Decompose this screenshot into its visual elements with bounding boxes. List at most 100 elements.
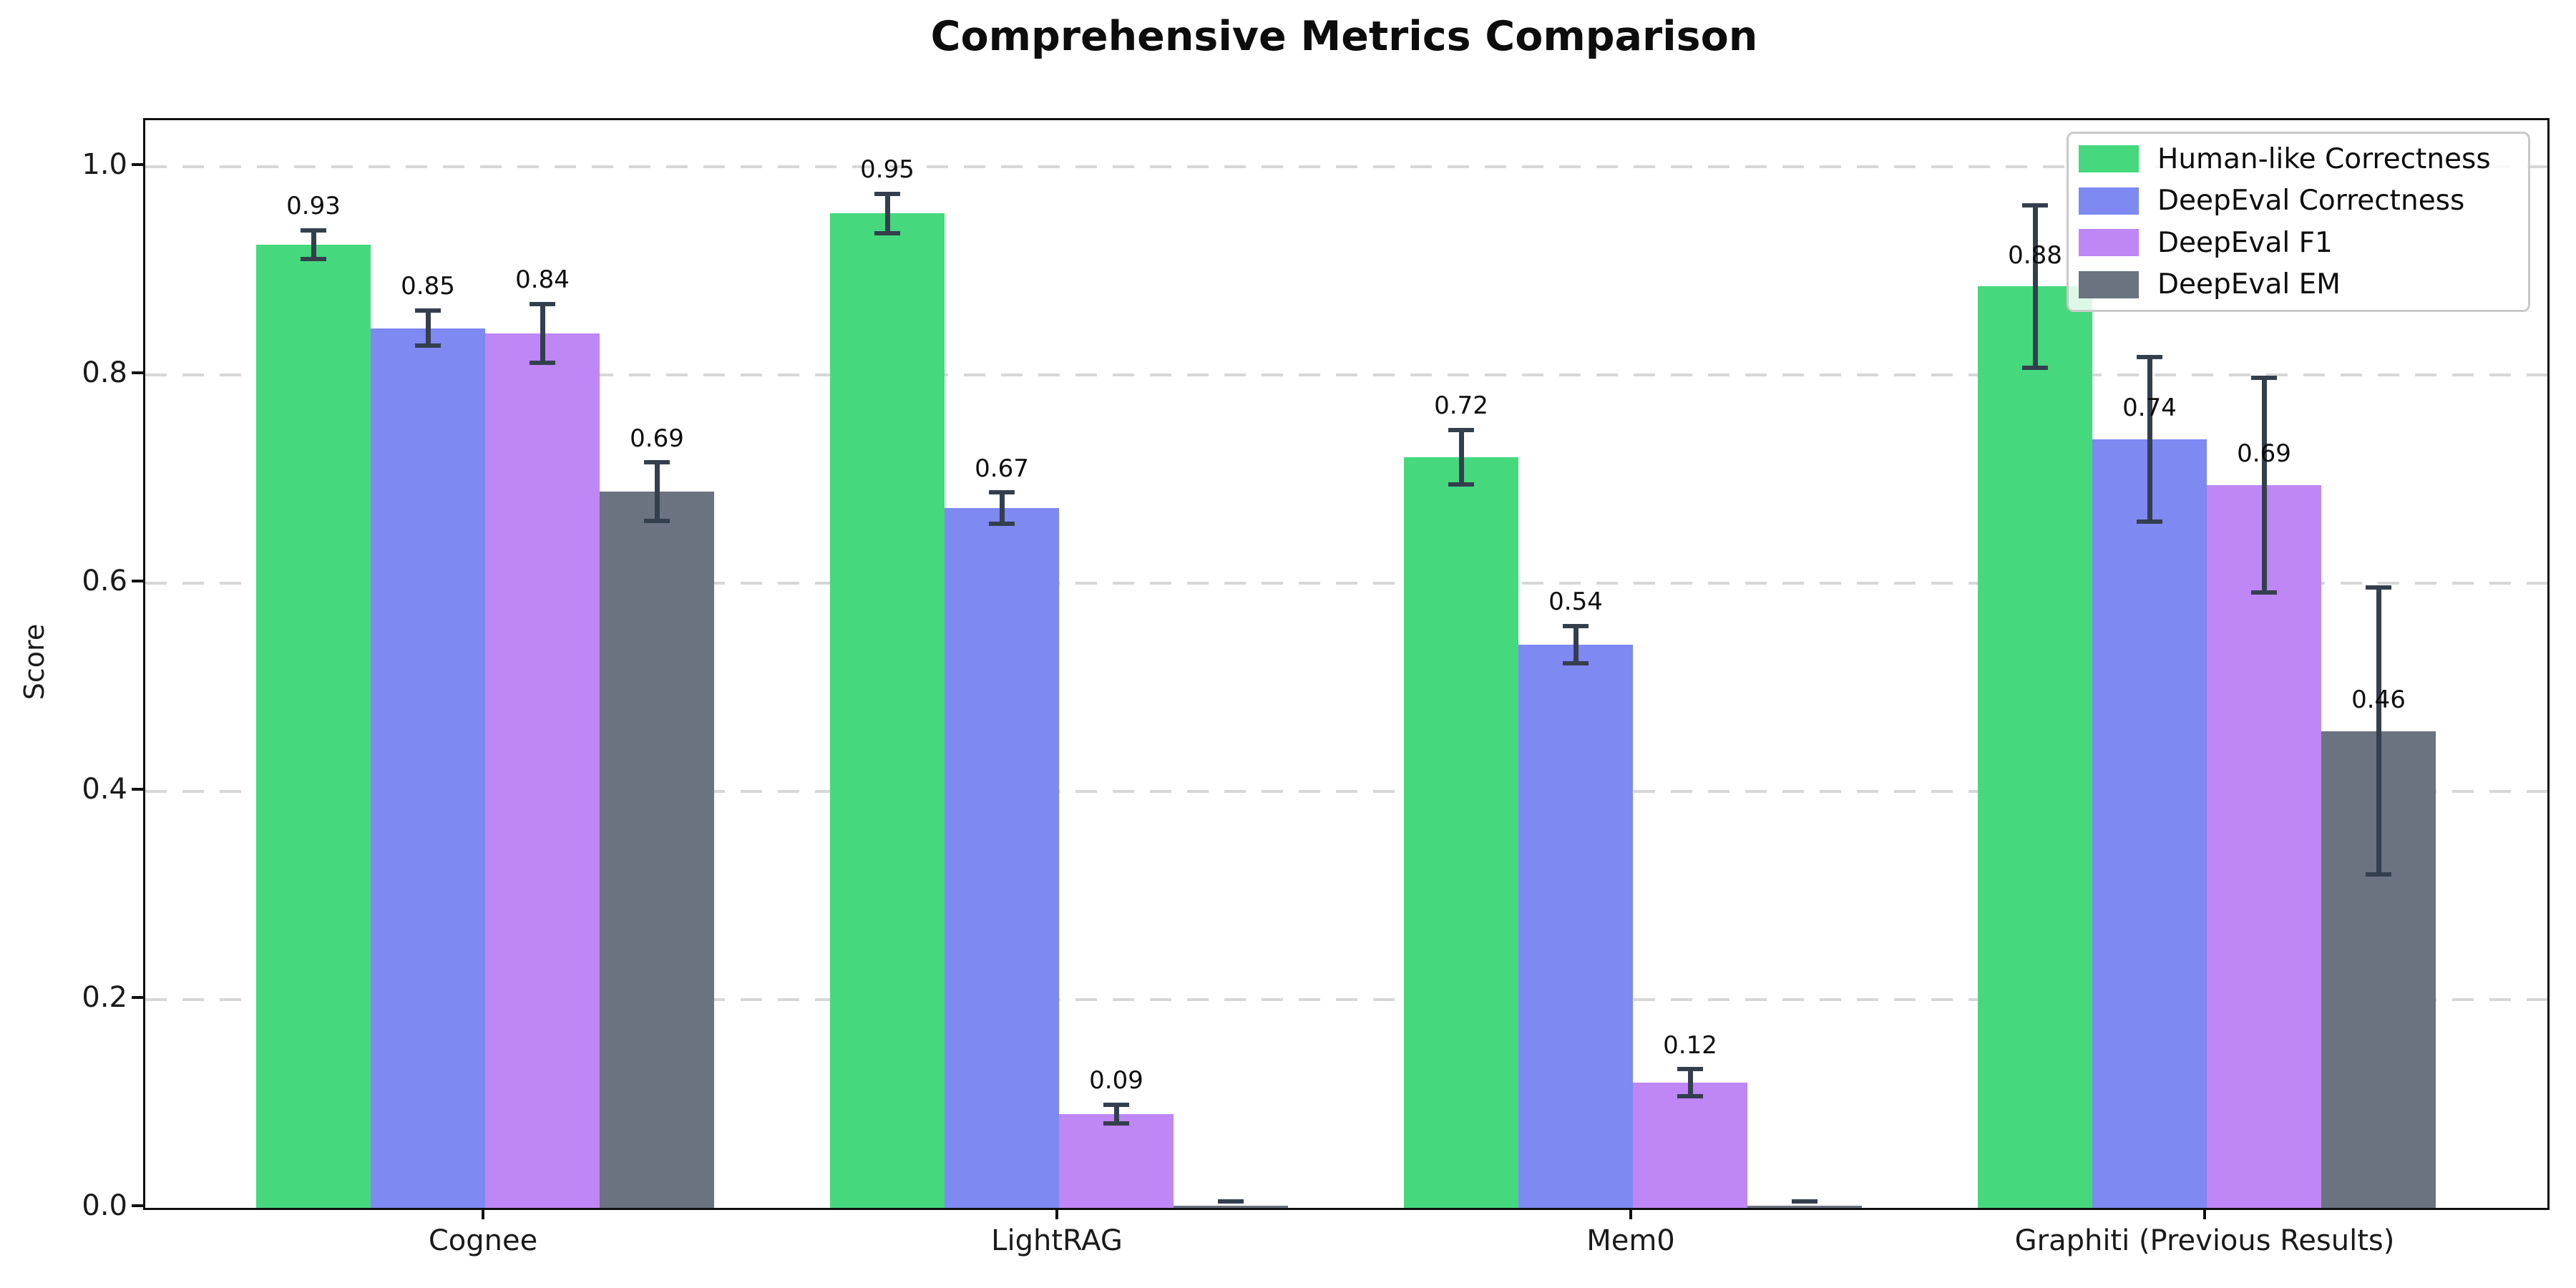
y-axis-label: Score bbox=[19, 623, 50, 701]
error-line-deepeval-correctness--lightrag bbox=[999, 492, 1005, 525]
error-line-deepeval-f1--mem0 bbox=[1687, 1069, 1693, 1097]
y-tick-label-0.4: 0.4 bbox=[82, 773, 127, 806]
error-cap-top-deepeval-correctness--cognee bbox=[415, 308, 441, 313]
bar-deepeval-correctness--graphiti-previous-results bbox=[2092, 439, 2207, 1208]
bar-deepeval-correctness--lightrag bbox=[945, 508, 1059, 1208]
bar-human-like-correctness--graphiti-previous-results bbox=[1978, 286, 2092, 1208]
error-line-deepeval-correctness--cognee bbox=[425, 310, 431, 346]
legend-item-deepeval-f1: DeepEval F1 bbox=[2079, 222, 2518, 263]
x-tick-label-cognee: Cognee bbox=[428, 1224, 538, 1257]
error-line-deepeval-correctness--graphiti-previous-results bbox=[2147, 357, 2152, 522]
y-tick-label-0.0: 0.0 bbox=[82, 1189, 127, 1222]
error-cap-top-deepeval-f1--graphiti-previous-results bbox=[2251, 376, 2277, 381]
bar-human-like-correctness--lightrag bbox=[830, 213, 945, 1208]
bar-deepeval-f1--lightrag bbox=[1059, 1114, 1174, 1208]
error-cap-bottom-deepeval-em--graphiti-previous-results bbox=[2366, 872, 2391, 877]
error-cap-bottom-deepeval-correctness--mem0 bbox=[1563, 661, 1589, 666]
bar-deepeval-correctness--mem0 bbox=[1518, 644, 1633, 1208]
error-line-deepeval-em--graphiti-previous-results bbox=[2376, 587, 2381, 875]
x-tick-label-lightrag: LightRAG bbox=[991, 1224, 1123, 1257]
error-line-deepeval-correctness--mem0 bbox=[1573, 625, 1579, 664]
bar-deepeval-correctness--cognee bbox=[371, 328, 485, 1208]
error-cap-bottom-deepeval-f1--cognee bbox=[530, 360, 555, 365]
error-line-human-like-correctness--graphiti-previous-results bbox=[2032, 205, 2038, 368]
bar-deepeval-em--mem0 bbox=[1747, 1206, 1862, 1208]
legend-label-deepeval-f1: DeepEval F1 bbox=[2157, 226, 2333, 259]
x-tick-graphiti-previous-results bbox=[2203, 1208, 2206, 1219]
legend-item-deepeval-correctness: DeepEval Correctness bbox=[2079, 180, 2518, 222]
value-label-deepeval-em--cognee: 0.69 bbox=[630, 424, 684, 453]
bar-deepeval-f1--cognee bbox=[485, 333, 600, 1208]
error-cap-bottom-human-like-correctness--graphiti-previous-results bbox=[2022, 365, 2048, 370]
error-line-human-like-correctness--mem0 bbox=[1458, 430, 1464, 484]
error-cap-top-deepeval-f1--mem0 bbox=[1677, 1067, 1703, 1072]
bar-deepeval-em--lightrag bbox=[1174, 1206, 1288, 1208]
legend-swatch-deepeval-em bbox=[2079, 270, 2139, 298]
error-cap-top-deepeval-correctness--graphiti-previous-results bbox=[2137, 355, 2162, 360]
error-cap-bottom-deepeval-correctness--cognee bbox=[415, 343, 441, 348]
x-tick-mem0 bbox=[1629, 1208, 1632, 1219]
error-line-deepeval-f1--lightrag bbox=[1113, 1104, 1119, 1124]
error-cap-bottom-deepeval-correctness--lightrag bbox=[989, 522, 1015, 527]
bar-human-like-correctness--mem0 bbox=[1404, 457, 1518, 1208]
x-tick-label-mem0: Mem0 bbox=[1586, 1224, 1675, 1257]
error-cap-top-human-like-correctness--graphiti-previous-results bbox=[2022, 203, 2048, 208]
gridline-0.2 bbox=[145, 998, 2547, 1001]
error-cap-bottom-deepeval-correctness--graphiti-previous-results bbox=[2137, 519, 2162, 525]
error-cap-bottom-deepeval-em--cognee bbox=[644, 518, 670, 523]
error-cap-top-deepeval-em--graphiti-previous-results bbox=[2366, 585, 2391, 590]
bar-human-like-correctness--cognee bbox=[256, 245, 371, 1208]
error-line-human-like-correctness--lightrag bbox=[884, 193, 890, 234]
error-cap-bottom-human-like-correctness--mem0 bbox=[1448, 482, 1474, 487]
error-cap-deepeval-em--mem0 bbox=[1792, 1199, 1818, 1204]
gridline-0.4 bbox=[145, 790, 2547, 793]
x-tick-label-graphiti-previous-results: Graphiti (Previous Results) bbox=[2014, 1224, 2395, 1257]
bar-deepeval-em--cognee bbox=[600, 491, 714, 1208]
chart-title: Comprehensive Metrics Comparison bbox=[930, 13, 1758, 60]
value-label-deepeval-em--graphiti-previous-results: 0.46 bbox=[2351, 685, 2406, 714]
value-label-deepeval-f1--mem0: 0.12 bbox=[1663, 1030, 1717, 1060]
value-label-deepeval-correctness--lightrag: 0.67 bbox=[975, 454, 1029, 483]
bar-deepeval-f1--graphiti-previous-results bbox=[2207, 485, 2321, 1208]
value-label-deepeval-f1--graphiti-previous-results: 0.69 bbox=[2237, 439, 2291, 469]
value-label-human-like-correctness--mem0: 0.72 bbox=[1434, 391, 1488, 421]
value-label-human-like-correctness--cognee: 0.93 bbox=[286, 192, 341, 221]
error-line-human-like-correctness--cognee bbox=[311, 230, 316, 260]
y-tick-0.6 bbox=[132, 580, 143, 582]
legend-swatch-deepeval-f1 bbox=[2079, 229, 2139, 257]
value-label-deepeval-correctness--cognee: 0.85 bbox=[401, 272, 455, 301]
gridline-0.6 bbox=[145, 582, 2547, 585]
y-tick-label-0.6: 0.6 bbox=[82, 565, 127, 597]
legend-swatch-human-like-correctness bbox=[2079, 145, 2139, 173]
value-label-deepeval-f1--lightrag: 0.09 bbox=[1089, 1066, 1143, 1096]
value-label-deepeval-correctness--graphiti-previous-results: 0.74 bbox=[2122, 394, 2177, 423]
value-label-deepeval-correctness--mem0: 0.54 bbox=[1548, 587, 1603, 616]
legend: Human-like Correctness DeepEval Correctne… bbox=[2067, 132, 2530, 312]
error-cap-top-deepeval-correctness--mem0 bbox=[1563, 623, 1589, 628]
error-line-deepeval-f1--cognee bbox=[540, 304, 545, 363]
y-tick-label-0.8: 0.8 bbox=[82, 356, 127, 389]
gridline-1.0 bbox=[145, 165, 2547, 168]
error-cap-top-deepeval-f1--lightrag bbox=[1103, 1102, 1129, 1107]
error-cap-deepeval-em--lightrag bbox=[1218, 1199, 1244, 1204]
legend-item-human-like-correctness: Human-like Correctness bbox=[2079, 138, 2518, 180]
error-line-deepeval-em--cognee bbox=[654, 462, 660, 521]
y-tick-0.4 bbox=[132, 788, 143, 791]
x-tick-cognee bbox=[482, 1208, 484, 1219]
error-cap-bottom-deepeval-f1--lightrag bbox=[1103, 1121, 1129, 1126]
error-cap-bottom-deepeval-f1--graphiti-previous-results bbox=[2251, 590, 2277, 595]
error-line-deepeval-f1--graphiti-previous-results bbox=[2261, 378, 2267, 593]
legend-label-deepeval-correctness: DeepEval Correctness bbox=[2157, 185, 2465, 218]
value-label-human-like-correctness--graphiti-previous-results: 0.88 bbox=[2008, 240, 2062, 270]
legend-label-human-like-correctness: Human-like Correctness bbox=[2157, 142, 2491, 175]
error-cap-bottom-human-like-correctness--cognee bbox=[301, 257, 326, 262]
value-label-human-like-correctness--lightrag: 0.95 bbox=[860, 155, 914, 185]
y-tick-label-1.0: 1.0 bbox=[82, 148, 127, 181]
bar-deepeval-f1--mem0 bbox=[1633, 1083, 1747, 1208]
y-tick-0.2 bbox=[132, 996, 143, 999]
y-tick-1.0 bbox=[132, 163, 143, 166]
legend-item-deepeval-em: DeepEval EM bbox=[2079, 264, 2518, 306]
x-tick-lightrag bbox=[1055, 1208, 1058, 1219]
value-label-deepeval-f1--cognee: 0.84 bbox=[515, 265, 570, 295]
